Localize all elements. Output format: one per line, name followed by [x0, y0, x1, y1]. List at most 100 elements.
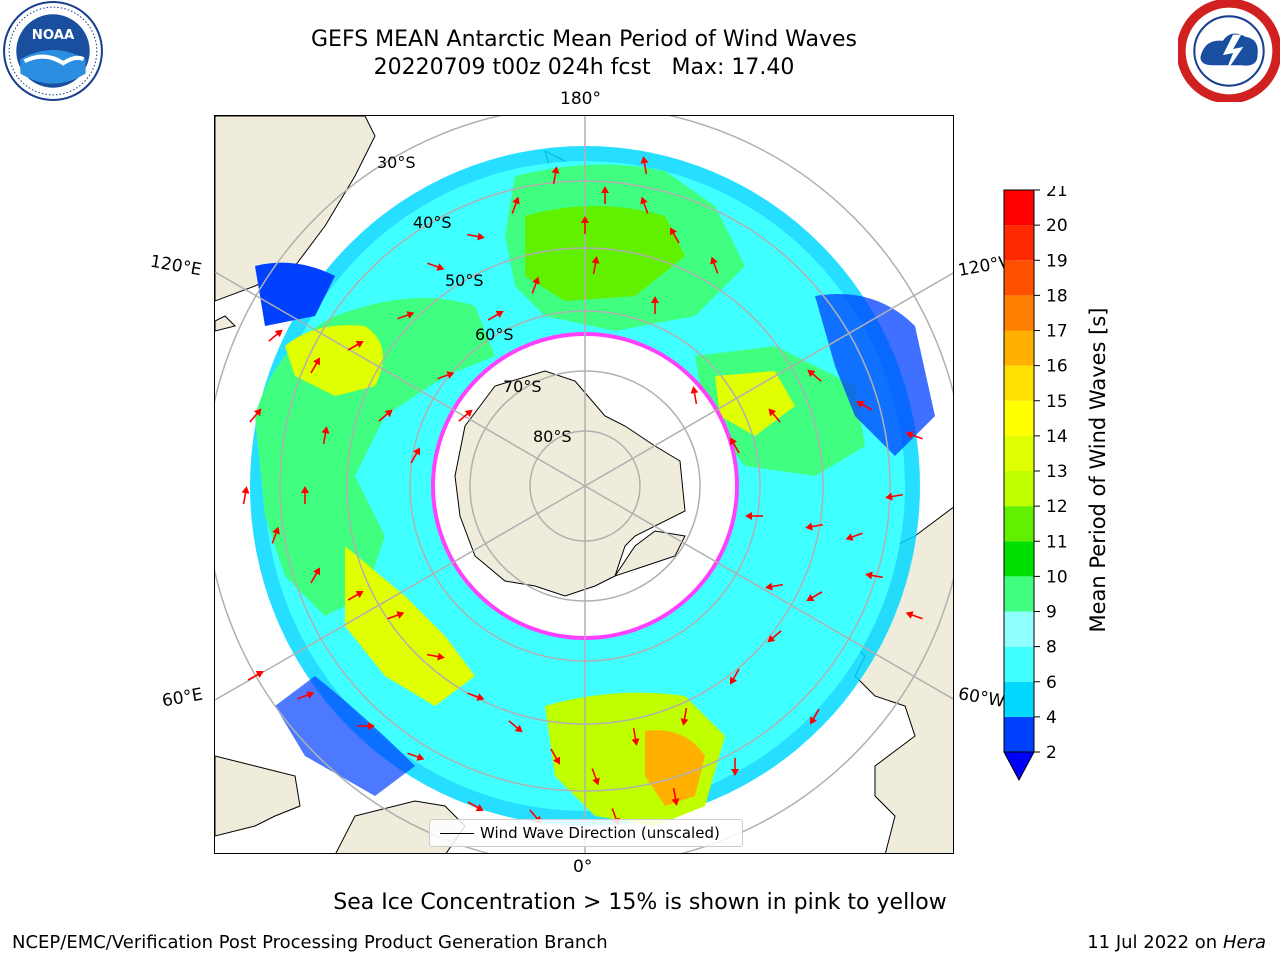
colorbar-tick-label: 20	[1046, 216, 1068, 236]
colorbar-tick-label: 10	[1046, 567, 1068, 587]
wave-direction-arrow	[745, 512, 763, 520]
colorbar-tick-label: 2	[1046, 743, 1057, 763]
wave-direction-arrow	[591, 768, 600, 786]
wave-direction-arrow	[671, 787, 680, 806]
colorbar-tick-label: 4	[1046, 708, 1057, 728]
colorbar-tick-label: 11	[1046, 532, 1068, 552]
noaa-logo-icon: NOAA	[3, 1, 103, 101]
wave-direction-arrow	[730, 668, 740, 685]
wave-direction-arrow	[467, 801, 484, 811]
land-antarctica	[454, 370, 686, 597]
wave-direction-arrow	[807, 369, 822, 382]
wave-direction-arrow	[865, 571, 884, 580]
colorbar-tick-label: 17	[1046, 322, 1068, 342]
footer-system: Hera	[1222, 932, 1266, 953]
colorbar-swatch	[1004, 400, 1034, 436]
ice-note: Sea Ice Concentration > 15% is shown in …	[333, 890, 947, 915]
wave-direction-arrow	[651, 296, 659, 314]
wave-direction-arrow	[297, 691, 315, 700]
land-australia	[215, 116, 376, 302]
colorbar-tick-label: 8	[1046, 638, 1057, 658]
lat-label-40s: 40°S	[413, 213, 452, 232]
wave-direction-arrow	[458, 409, 473, 422]
wave-direction-arrow	[271, 526, 280, 544]
colorbar-swatch	[1004, 681, 1034, 717]
colorbar-ticks: 2 4 6 8 9 10 11 12 13 14 15 16 17 18 19 20 21	[1034, 186, 1068, 763]
wave-direction-arrow	[767, 630, 782, 643]
wave-direction-arrow	[885, 492, 904, 501]
wave-direction-arrow	[905, 431, 923, 440]
wave-direction-arrow	[550, 748, 560, 765]
wave-direction-arrow	[905, 611, 923, 620]
colorbar: 2 4 6 8 9 10 11 12 13 14 15 16 17 18 19 20 21	[1003, 186, 1068, 782]
graticule	[215, 116, 953, 853]
wave-direction-arrow	[241, 486, 250, 505]
lat-label-60s: 60°S	[475, 325, 514, 344]
wave-direction-arrow	[310, 357, 320, 374]
wave-direction-arrow	[310, 567, 320, 584]
wave-direction-arrow	[810, 708, 820, 725]
lon-label-120e: 120°E	[148, 251, 204, 281]
wave-direction-arrow	[511, 196, 520, 214]
wave-direction-arrow	[427, 262, 445, 271]
wave-direction-arrow	[437, 371, 455, 380]
wave-direction-arrow	[387, 611, 405, 620]
wave-direction-arrow	[531, 276, 540, 294]
colorbar-tick-label: 12	[1046, 497, 1068, 517]
footer-producer: NCEP/EMC/Verification Post Processing Pr…	[12, 932, 608, 953]
colorbar-swatch	[1004, 365, 1034, 401]
wind-wave-arrows	[241, 156, 923, 826]
colorbar-swatch	[1004, 611, 1034, 647]
wave-direction-arrow	[347, 341, 364, 351]
wave-direction-arrow	[631, 727, 640, 746]
wave-direction-arrow	[397, 311, 415, 320]
wave-direction-arrow	[845, 532, 863, 541]
wave-direction-arrow	[680, 707, 689, 726]
wave-direction-arrow	[467, 692, 485, 701]
colorbar-swatch	[1004, 646, 1034, 682]
lat-label-50s: 50°S	[445, 271, 484, 290]
colorbar-swatch	[1004, 471, 1034, 507]
wave-direction-arrow	[407, 752, 425, 761]
colorbar-swatch	[1004, 576, 1034, 612]
colorbar-tick-label: 9	[1046, 603, 1057, 623]
colorbar-swatch	[1004, 435, 1034, 471]
colorbar-swatches	[1003, 189, 1035, 782]
wave-direction-arrow	[581, 216, 589, 234]
colorbar-swatch	[1004, 295, 1034, 331]
map-legend: Wind Wave Direction (unscaled)	[429, 819, 743, 847]
lat-label-30s: 30°S	[377, 153, 416, 172]
wave-direction-arrow	[765, 582, 784, 591]
wave-direction-arrow	[806, 591, 823, 601]
wave-direction-arrow	[690, 386, 699, 405]
colorbar-extend-below	[1003, 751, 1035, 782]
colorbar-tick-label: 13	[1046, 462, 1068, 482]
wave-direction-arrow	[410, 447, 420, 464]
chart-title: GEFS MEAN Antarctic Mean Period of Wind …	[311, 27, 857, 52]
wave-direction-arrow	[347, 591, 364, 601]
wave-direction-arrow	[357, 722, 375, 730]
wave-direction-arrow	[247, 671, 264, 681]
colorbar-swatch	[1004, 716, 1034, 752]
colorbar-tick-label: 16	[1046, 357, 1068, 377]
lat-label-70s: 70°S	[503, 377, 542, 396]
wave-direction-arrow	[601, 186, 609, 204]
land-africa	[215, 755, 301, 837]
legend-label: Wind Wave Direction (unscaled)	[480, 824, 720, 842]
wave-direction-arrow	[378, 409, 393, 422]
footer-date: 11 Jul 2022 on Hera	[1087, 932, 1266, 953]
wave-direction-arrow	[301, 486, 309, 504]
legend-line-sample	[440, 833, 474, 834]
colorbar-swatch	[1004, 541, 1034, 577]
wave-direction-arrow	[268, 329, 283, 342]
lon-label-60w: 60°W	[956, 684, 1007, 712]
wave-direction-arrow	[856, 401, 873, 411]
colorbar-tick-label: 19	[1046, 251, 1068, 271]
svg-text:NOAA: NOAA	[32, 28, 75, 43]
latitude-labels: 30°S 40°S 50°S 60°S 70°S 80°S	[377, 153, 572, 446]
colorbar-tick-label: 15	[1046, 392, 1068, 412]
wave-direction-arrow	[640, 196, 649, 214]
colorbar-tick-label: 18	[1046, 286, 1068, 306]
wave-direction-arrow	[805, 522, 824, 531]
wave-direction-arrow	[487, 311, 504, 321]
